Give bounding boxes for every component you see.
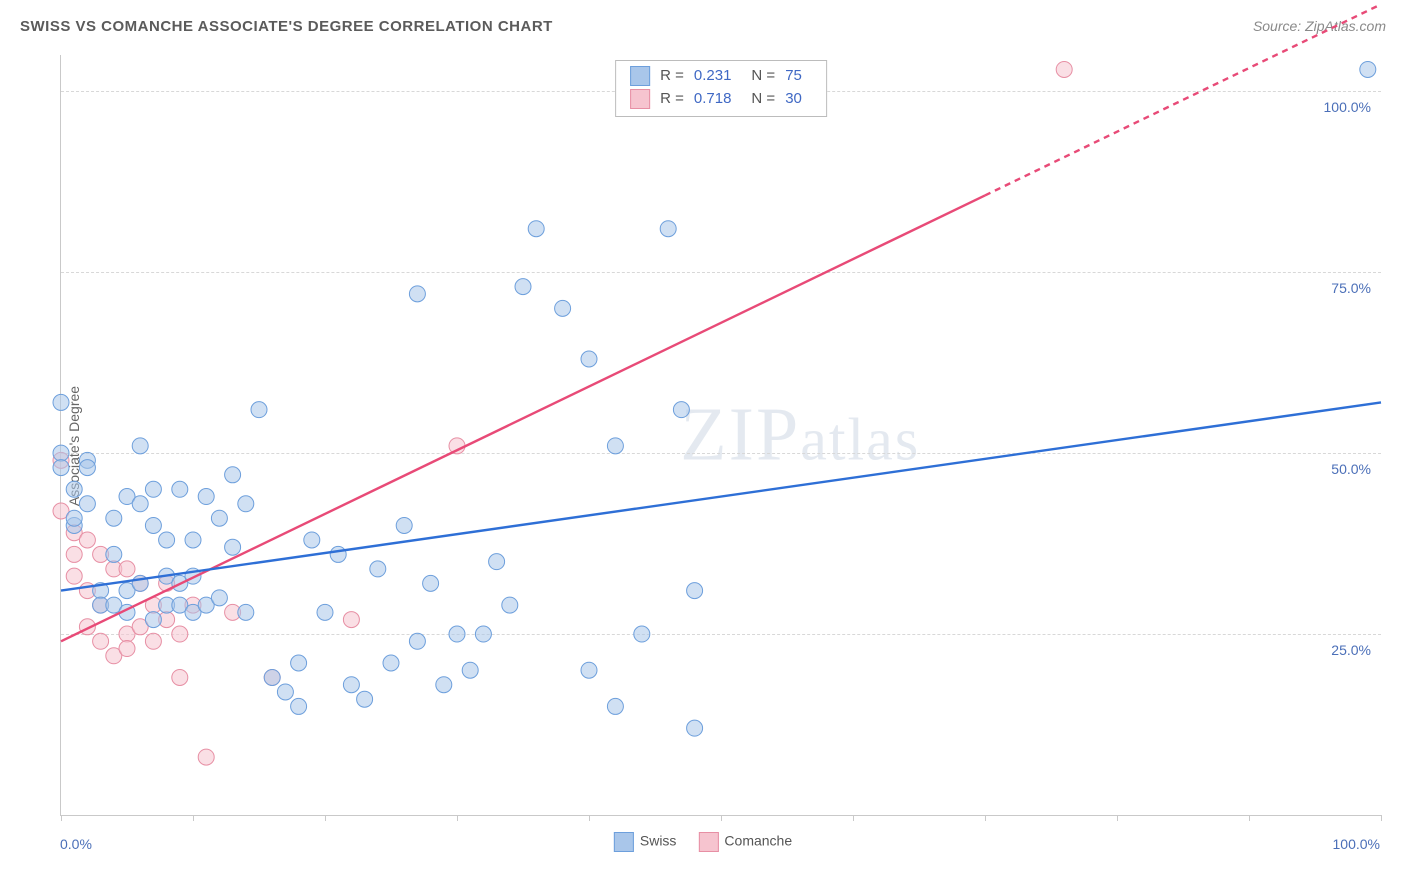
data-point: [515, 279, 531, 295]
data-point: [687, 720, 703, 736]
data-point: [66, 481, 82, 497]
data-point: [449, 626, 465, 642]
data-point: [93, 633, 109, 649]
data-point: [79, 460, 95, 476]
data-point: [53, 460, 69, 476]
data-point: [436, 677, 452, 693]
data-point: [489, 554, 505, 570]
data-point: [132, 438, 148, 454]
data-point: [172, 669, 188, 685]
data-point: [159, 532, 175, 548]
x-axis-max-label: 100.0%: [1333, 836, 1380, 852]
data-point: [607, 438, 623, 454]
data-point: [423, 575, 439, 591]
data-point: [145, 517, 161, 533]
data-point: [1056, 61, 1072, 77]
data-point: [343, 612, 359, 628]
data-point: [79, 532, 95, 548]
data-point: [555, 300, 571, 316]
data-point: [304, 532, 320, 548]
data-point: [409, 286, 425, 302]
legend-comanche-label: Comanche: [724, 833, 792, 849]
data-point: [238, 496, 254, 512]
data-point: [172, 626, 188, 642]
data-point: [462, 662, 478, 678]
data-point: [66, 546, 82, 562]
data-point: [291, 655, 307, 671]
data-point: [475, 626, 491, 642]
legend-bottom: Swiss Comanche: [614, 832, 792, 852]
y-tick-label: 25.0%: [1331, 642, 1371, 658]
data-point: [53, 445, 69, 461]
swiss-swatch-icon: [614, 832, 634, 852]
data-point: [225, 467, 241, 483]
data-point: [66, 510, 82, 526]
data-point: [581, 662, 597, 678]
data-point: [528, 221, 544, 237]
data-point: [119, 561, 135, 577]
source-prefix: Source:: [1253, 18, 1305, 34]
data-point: [119, 641, 135, 657]
data-point: [343, 677, 359, 693]
data-point: [317, 604, 333, 620]
trend-line: [61, 402, 1381, 590]
data-point: [396, 517, 412, 533]
data-point: [79, 496, 95, 512]
data-point: [106, 510, 122, 526]
y-tick-label: 75.0%: [1331, 280, 1371, 296]
data-point: [357, 691, 373, 707]
data-point: [291, 698, 307, 714]
data-point: [330, 546, 346, 562]
legend-swiss-label: Swiss: [640, 833, 677, 849]
data-point: [277, 684, 293, 700]
x-axis-min-label: 0.0%: [60, 836, 92, 852]
data-point: [687, 583, 703, 599]
data-point: [383, 655, 399, 671]
comanche-swatch-icon: [698, 832, 718, 852]
data-point: [581, 351, 597, 367]
data-point: [409, 633, 425, 649]
source-label: Source: ZipAtlas.com: [1253, 18, 1386, 35]
data-point: [106, 546, 122, 562]
trend-line: [61, 195, 985, 641]
data-point: [145, 612, 161, 628]
data-point: [211, 590, 227, 606]
data-point: [1360, 61, 1376, 77]
scatter-svg: [61, 55, 1381, 815]
data-point: [145, 633, 161, 649]
data-point: [673, 402, 689, 418]
legend-item-swiss: Swiss: [614, 832, 677, 852]
data-point: [211, 510, 227, 526]
data-point: [225, 539, 241, 555]
data-point: [198, 489, 214, 505]
y-tick-label: 100.0%: [1324, 99, 1371, 115]
data-point: [660, 221, 676, 237]
y-tick-label: 50.0%: [1331, 461, 1371, 477]
data-point: [607, 698, 623, 714]
data-point: [198, 749, 214, 765]
legend-item-comanche: Comanche: [698, 832, 792, 852]
data-point: [634, 626, 650, 642]
data-point: [185, 532, 201, 548]
chart-title: SWISS VS COMANCHE ASSOCIATE'S DEGREE COR…: [20, 18, 553, 35]
plot-area: ZIPatlas R = 0.231 N = 75 R = 0.718 N = …: [60, 55, 1381, 816]
data-point: [370, 561, 386, 577]
data-point: [264, 669, 280, 685]
data-point: [502, 597, 518, 613]
data-point: [172, 481, 188, 497]
data-point: [145, 481, 161, 497]
data-point: [53, 394, 69, 410]
data-point: [238, 604, 254, 620]
data-point: [66, 568, 82, 584]
data-point: [251, 402, 267, 418]
data-point: [132, 496, 148, 512]
